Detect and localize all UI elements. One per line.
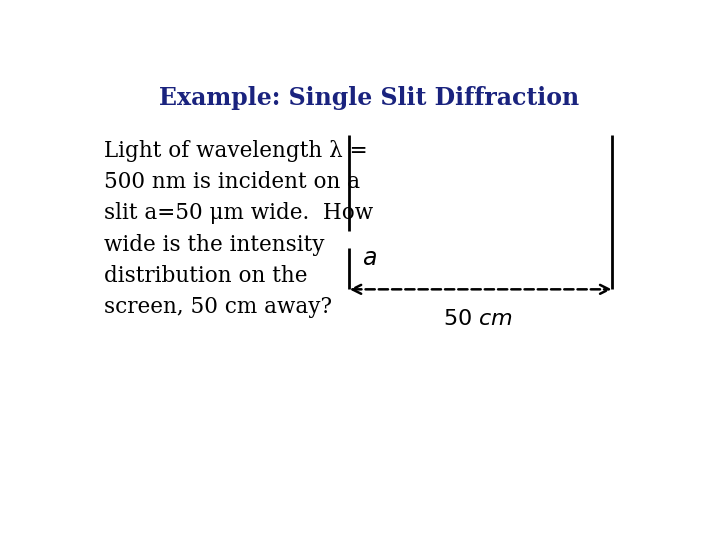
Text: $\mathbf{\mathit{50\ cm}}$: $\mathbf{\mathit{50\ cm}}$ bbox=[443, 308, 513, 330]
Text: $\mathbf{\mathit{a}}$: $\mathbf{\mathit{a}}$ bbox=[362, 247, 377, 269]
Text: Example: Single Slit Diffraction: Example: Single Slit Diffraction bbox=[159, 85, 579, 110]
Text: Light of wavelength λ =
500 nm is incident on a
slit a=50 μm wide.  How
wide is : Light of wavelength λ = 500 nm is incide… bbox=[104, 140, 373, 319]
